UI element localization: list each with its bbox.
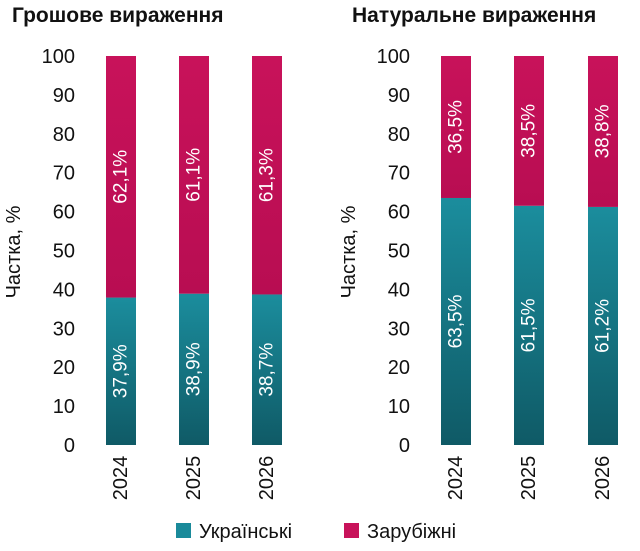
y-axis-label: Частка, % <box>338 205 360 298</box>
bar-segment-ukrainian <box>441 197 471 445</box>
legend-swatch <box>344 523 359 538</box>
chart-panel-natural: Натуральне вираження Частка, % 0 10 20 30 40… <box>338 4 618 500</box>
y-tick-label: 60 <box>53 202 75 224</box>
y-tick-label: 90 <box>388 85 410 107</box>
legend-label: Зарубіжні <box>367 521 456 543</box>
y-tick-label: 10 <box>53 396 75 418</box>
y-tick-label: 10 <box>388 396 410 418</box>
y-tick-label: 50 <box>388 241 410 263</box>
y-tick-label: 60 <box>388 202 410 224</box>
x-tick-label: 2025 <box>518 456 540 501</box>
y-tick-label: 20 <box>53 357 75 379</box>
y-tick-label: 30 <box>388 318 410 340</box>
legend: Українські Зарубіжні <box>176 521 456 543</box>
data-label: 61,3% <box>257 148 278 202</box>
bar-segment-foreign <box>588 56 618 207</box>
y-tick-label: 30 <box>53 318 75 340</box>
bar-group: 37,9% 62,1% 38,9% 61,1% 38,7% 61,3% <box>106 56 282 445</box>
bar-segment-foreign <box>106 56 136 298</box>
x-tick-labels: 2024 2025 2026 <box>445 456 614 501</box>
data-label: 62,1% <box>111 150 132 204</box>
bar-segment-ukrainian <box>252 294 282 445</box>
x-tick-label: 2026 <box>592 456 614 501</box>
x-tick-label: 2026 <box>256 456 278 501</box>
data-label: 38,9% <box>184 342 205 396</box>
data-label: 61,2% <box>593 299 614 353</box>
y-tick-label: 80 <box>388 124 410 146</box>
x-tick-label: 2025 <box>183 456 205 501</box>
y-tick-labels: 0 10 20 30 40 50 60 70 80 90 100 <box>42 46 75 457</box>
bar-segment-ukrainian <box>179 293 209 445</box>
y-tick-label: 100 <box>377 46 410 68</box>
legend-swatch <box>176 523 191 538</box>
legend-label: Українські <box>199 521 292 543</box>
y-tick-label: 90 <box>53 85 75 107</box>
y-tick-label: 80 <box>53 124 75 146</box>
y-tick-label: 0 <box>64 435 75 457</box>
y-tick-label: 50 <box>53 241 75 263</box>
y-tick-labels: 0 10 20 30 40 50 60 70 80 90 100 <box>377 46 410 457</box>
bar-segment-foreign <box>514 56 544 206</box>
bar-segment-foreign <box>441 56 471 198</box>
x-tick-label: 2024 <box>110 456 132 501</box>
chart-title: Натуральне вираження <box>352 4 596 27</box>
bar-segment-ukrainian <box>588 206 618 445</box>
y-axis-label: Частка, % <box>3 205 25 298</box>
data-label: 38,7% <box>257 343 278 397</box>
bar-group: 63,5% 36,5% 61,5% 38,5% 61,2% 38,8% <box>441 56 618 445</box>
data-label: 38,5% <box>519 104 540 158</box>
bar-segment-ukrainian <box>106 297 136 445</box>
x-tick-label: 2024 <box>445 456 467 501</box>
chart-title: Грошове вираження <box>12 4 223 27</box>
y-tick-label: 70 <box>388 163 410 185</box>
data-label: 38,8% <box>593 104 614 158</box>
data-label: 61,1% <box>184 148 205 202</box>
data-label: 61,5% <box>519 298 540 352</box>
chart-panel-money: Грошове вираження Частка, % 0 10 20 30 40 50 6… <box>3 4 282 500</box>
bar-segment-foreign <box>179 56 209 294</box>
data-label: 37,9% <box>111 344 132 398</box>
y-tick-label: 100 <box>42 46 75 68</box>
x-tick-labels: 2024 2025 2026 <box>110 456 278 501</box>
y-tick-label: 20 <box>388 357 410 379</box>
bar-segment-foreign <box>252 56 282 295</box>
data-label: 36,5% <box>446 100 467 154</box>
y-tick-label: 40 <box>53 279 75 301</box>
y-tick-label: 70 <box>53 163 75 185</box>
bar-segment-ukrainian <box>514 205 544 445</box>
data-label: 63,5% <box>446 294 467 348</box>
y-tick-label: 0 <box>399 435 410 457</box>
y-tick-label: 40 <box>388 279 410 301</box>
